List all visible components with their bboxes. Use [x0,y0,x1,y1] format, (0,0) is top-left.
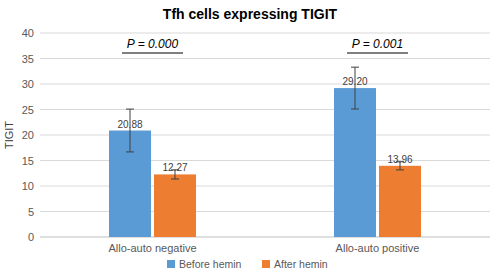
grid-line [40,84,490,85]
legend-label: Before hemin [179,258,242,270]
y-tick-label: 20 [22,129,34,141]
grid-line [40,186,490,187]
chart-svg: Tfh cells expressing TIGIT TIGIT 0 5 10 15 20 2… [0,0,500,277]
y-tick-label: 25 [22,104,34,116]
plot-area [109,67,421,237]
bar [379,166,421,237]
labels: 20.88 12.27 29.20 13.96 [117,76,412,173]
y-tick-label: 40 [22,27,34,39]
bar [334,88,376,237]
error-cap [396,169,404,170]
error-bar [351,67,359,109]
annotation: P = 0.000 [127,37,179,51]
error-bar [126,109,134,152]
y-axis-label: TIGIT [3,121,15,149]
y-tick-label: 5 [28,206,34,218]
grid-line [40,109,490,110]
annotation-line [347,53,408,54]
y-tick-label: 30 [22,78,34,90]
x-tick-label: Allo-auto negative [108,242,196,254]
error-stem [355,67,356,109]
y-tick-label: 10 [22,180,34,192]
grid-line [40,58,490,59]
grid-line [40,135,490,136]
error-cap [126,151,134,152]
x-tick-label: Allo-auto positive [336,242,420,254]
error-stem [130,109,131,152]
error-cap [351,67,359,68]
data-label: 13.96 [387,154,412,165]
y-tick-label: 15 [22,155,34,167]
grid-line [40,211,490,212]
grid-line [40,33,490,34]
chart-container: Tfh cells expressing TIGIT TIGIT 0 5 10 15 20 2… [0,0,500,277]
data-label: 29.20 [342,76,367,87]
annotation: P = 0.001 [352,37,403,51]
error-cap [351,108,359,109]
legend-swatch [262,260,270,268]
error-cap [171,179,179,180]
annotation-line [122,53,183,54]
legend-swatch [167,260,175,268]
data-label: 12.27 [162,162,187,173]
title: Tfh cells expressing TIGIT [163,6,338,22]
legend: Before hemin After hemin [167,258,328,270]
grid-line [40,160,490,161]
y-tick-label: 0 [28,231,34,243]
legend-label: After hemin [274,258,328,270]
y-tick-label: 35 [22,53,34,65]
bar [154,174,196,237]
grid-line [40,237,490,238]
data-label: 20.88 [117,119,142,130]
error-cap [126,109,134,110]
